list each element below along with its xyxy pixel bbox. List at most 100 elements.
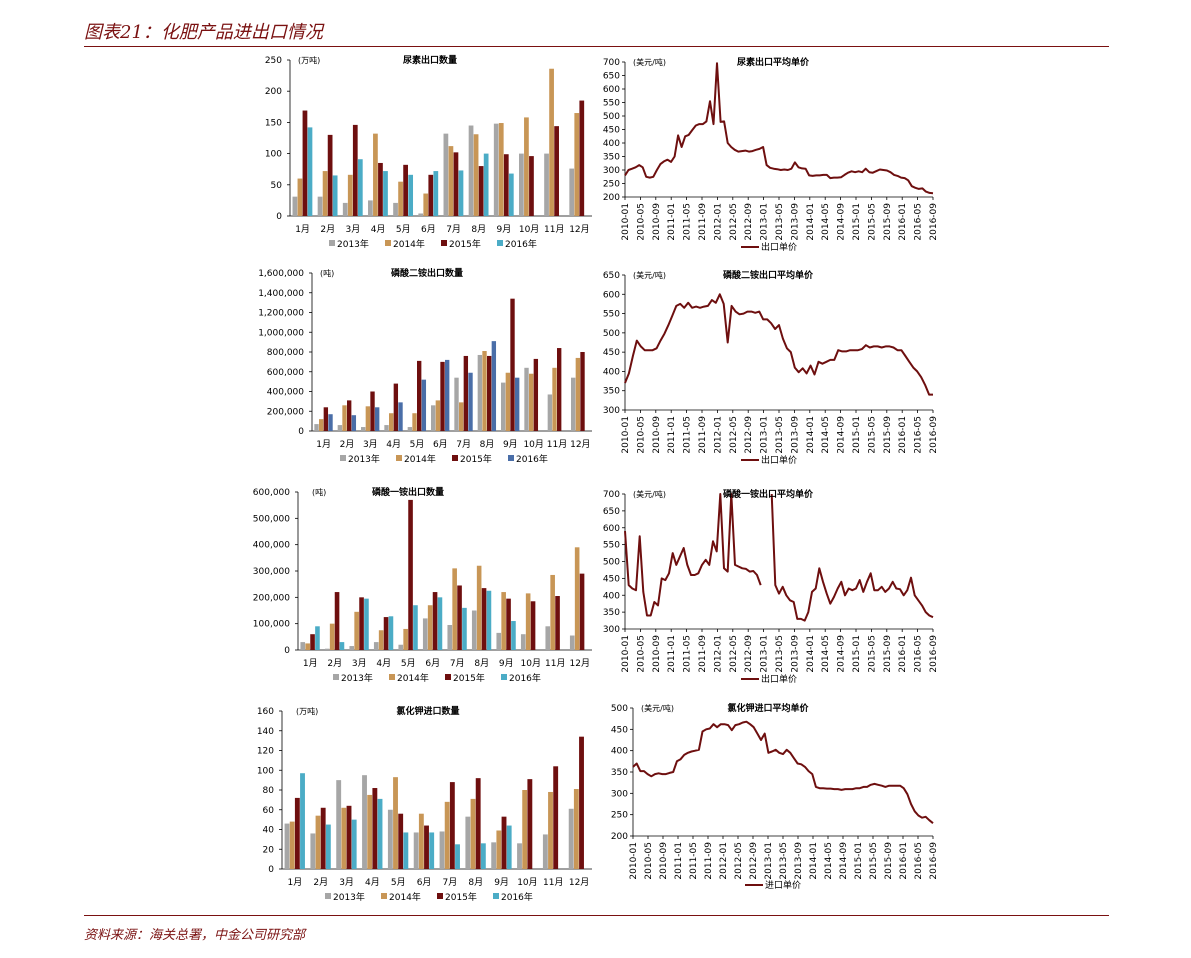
x-tick-label: 2016-01	[899, 842, 909, 880]
x-tick-label: 5月	[396, 224, 411, 235]
bar	[487, 355, 492, 431]
x-tick-label: 1月	[295, 224, 310, 235]
x-tick-label: 2016-05	[914, 635, 924, 673]
bar	[403, 832, 409, 869]
x-tick-label: 12月	[570, 658, 590, 669]
y-tick-label: 400	[603, 591, 620, 601]
chart-title: 氯化钾进口平均单价	[727, 702, 809, 714]
bar	[482, 351, 487, 431]
legend-swatch	[333, 674, 339, 680]
x-tick-label: 11月	[544, 224, 564, 235]
x-tick-label: 2014-01	[806, 203, 816, 241]
legend-label: 2016年	[505, 238, 537, 250]
bar	[481, 588, 487, 650]
y-tick-label: 550	[603, 541, 620, 551]
bar	[547, 394, 553, 431]
x-tick-label: 2013-09	[790, 416, 800, 454]
x-tick-label: 2014-09	[837, 635, 847, 673]
x-tick-label: 2015-01	[852, 416, 862, 454]
x-tick-label: 2016-09	[929, 635, 939, 673]
x-tick-label: 9月	[499, 658, 514, 669]
chart-title: 氯化钾进口数量	[396, 705, 459, 717]
x-tick-label: 11月	[545, 658, 565, 669]
legend-label: 2015年	[449, 238, 481, 250]
chart-title: 磷酸二铵出口数量	[391, 267, 463, 279]
x-tick-label: 2011-05	[683, 203, 693, 241]
chart-title: 尿素出口平均单价	[737, 56, 810, 68]
legend-label: 出口单价	[761, 241, 797, 253]
x-tick-label: 2010-05	[636, 635, 646, 673]
bar	[359, 597, 364, 650]
y-tick-label: 400	[603, 367, 620, 377]
legend-swatch	[493, 893, 499, 899]
x-tick-label: 2016-05	[914, 416, 924, 454]
y-tick-label: 650	[603, 72, 620, 82]
x-tick-label: 2012-05	[729, 635, 739, 673]
bar	[398, 181, 403, 216]
bar	[463, 355, 469, 431]
unit-label: (美元/吨)	[641, 703, 674, 713]
legend-label: 出口单价	[761, 673, 797, 685]
bar	[525, 593, 531, 650]
x-tick-label: 2014-05	[821, 416, 831, 454]
y-tick-label: 500	[603, 112, 620, 122]
bar	[342, 202, 348, 216]
x-tick-label: 2014-09	[839, 842, 849, 880]
bar	[398, 644, 404, 650]
bar	[554, 126, 559, 216]
y-tick-label: 300	[611, 789, 628, 799]
x-tick-label: 10月	[521, 658, 541, 669]
legend-label: 2013年	[341, 672, 373, 684]
bar	[424, 825, 429, 869]
y-tick-label: 550	[603, 310, 620, 320]
bar	[310, 634, 315, 650]
bar	[418, 813, 424, 869]
y-tick-label: 50	[271, 181, 283, 191]
bar	[471, 610, 477, 650]
x-tick-label: 2011-01	[674, 842, 684, 880]
x-tick-label: 2011-09	[698, 416, 708, 454]
x-tick-label: 2015-05	[867, 203, 877, 241]
bar	[452, 568, 457, 650]
bar	[320, 807, 326, 869]
legend-label: 2015年	[460, 453, 492, 465]
figure-title: 图表21：化肥产品进出口情况	[84, 22, 323, 43]
y-tick-label: 0	[276, 212, 282, 222]
bar	[505, 372, 511, 431]
bar	[372, 788, 378, 869]
bar	[473, 134, 479, 216]
bar	[437, 597, 443, 650]
x-tick-label: 2010-05	[636, 416, 646, 454]
bar	[408, 499, 413, 650]
bar	[314, 424, 319, 431]
x-tick-label: 2011-01	[667, 635, 677, 673]
bar	[527, 779, 533, 869]
bar	[486, 590, 492, 650]
x-tick-label: 2016-09	[929, 842, 939, 880]
bar	[524, 367, 529, 431]
y-tick-label: 400,000	[253, 541, 290, 551]
bar	[325, 824, 331, 869]
x-tick-label: 2016-09	[929, 203, 939, 241]
y-tick-label: 300	[603, 625, 620, 635]
bar	[364, 598, 369, 650]
bar	[573, 789, 579, 869]
y-tick-label: 200	[611, 832, 628, 842]
bar	[398, 402, 403, 431]
y-tick-label: 200	[603, 193, 620, 203]
y-tick-label: 450	[611, 725, 628, 735]
bar	[454, 377, 459, 431]
bar	[387, 809, 393, 869]
y-tick-label: 350	[603, 153, 620, 163]
bar	[342, 405, 347, 431]
bar	[480, 843, 486, 869]
y-tick-label: 100	[257, 766, 274, 776]
y-tick-label: 600	[603, 85, 620, 95]
bar	[435, 400, 441, 431]
bar	[544, 153, 549, 216]
bar	[297, 178, 303, 216]
bar	[310, 833, 316, 869]
y-tick-label: 700	[603, 490, 620, 500]
x-tick-label: 1月	[316, 439, 331, 450]
bar	[403, 628, 408, 650]
